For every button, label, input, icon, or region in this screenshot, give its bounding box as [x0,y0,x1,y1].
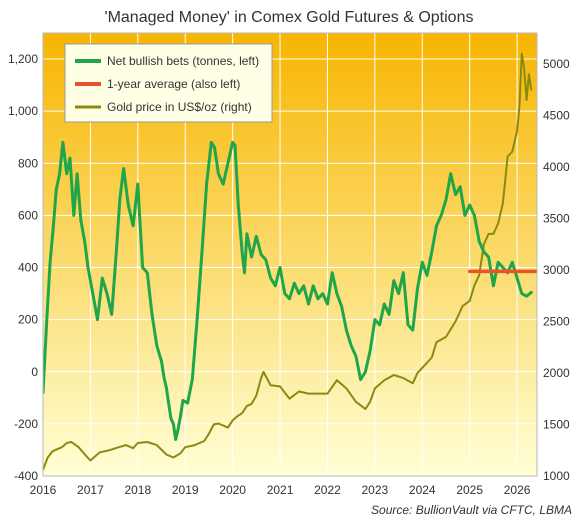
legend-label-net-bets: Net bullish bets (tonnes, left) [107,54,259,68]
legend-label-average: 1-year average (also left) [107,77,240,91]
x-tick-label: 2017 [77,483,104,497]
legend-label-gold-price: Gold price in US$/oz (right) [107,100,252,114]
y-right-tick-label: 2500 [543,314,570,328]
y-left-tick-label: 1,200 [8,52,38,66]
y-right-tick-label: 1500 [543,417,570,431]
y-left-tick-label: 800 [18,156,38,170]
y-left-tick-label: 200 [18,313,38,327]
y-right-tick-label: 4500 [543,108,570,122]
y-left-tick-label: 1,000 [8,104,38,118]
series-layer [43,52,537,471]
x-tick-label: 2025 [456,483,483,497]
y-right-tick-labels: 1000 1500 2000 2500 3000 3500 4000 4500 5000 [543,57,570,483]
y-right-tick-label: 1000 [543,469,570,483]
plot-frame [42,32,538,477]
chart-title: 'Managed Money' in Comex Gold Futures & … [105,9,474,26]
y-right-tick-label: 2000 [543,366,570,380]
x-tick-label: 2026 [504,483,531,497]
series-gold-price [43,52,533,471]
y-right-tick-label: 3500 [543,211,570,225]
y-left-tick-label: 0 [31,365,38,379]
y-right-tick-label: 3000 [543,263,570,277]
series-net-bullish-bets [43,140,533,441]
legend: Net bullish bets (tonnes, left) 1-year a… [64,43,273,123]
x-tick-label: 2016 [30,483,57,497]
y-right-tick-label: 4000 [543,160,570,174]
x-tick-label: 2018 [124,483,151,497]
source-note: Source: BullionVault via CFTC, LBMA [371,503,572,517]
x-tick-label: 2024 [409,483,436,497]
y-left-tick-label: -400 [14,469,38,483]
y-left-tick-labels: -400 -200 0 200 400 600 800 1,000 1,200 [8,52,38,483]
y-left-tick-label: -200 [14,417,38,431]
y-left-tick-label: 600 [18,208,38,222]
y-right-tick-label: 5000 [543,57,570,71]
x-tick-label: 2022 [314,483,341,497]
x-tick-label: 2021 [267,483,294,497]
x-tick-label: 2023 [362,483,389,497]
x-tick-labels: 2016 2017 2018 2019 2020 2021 2022 2023 2024 2025… [30,483,531,497]
legend-box [64,43,273,123]
x-tick-label: 2020 [219,483,246,497]
x-tick-label: 2019 [172,483,199,497]
y-left-tick-label: 400 [18,261,38,275]
